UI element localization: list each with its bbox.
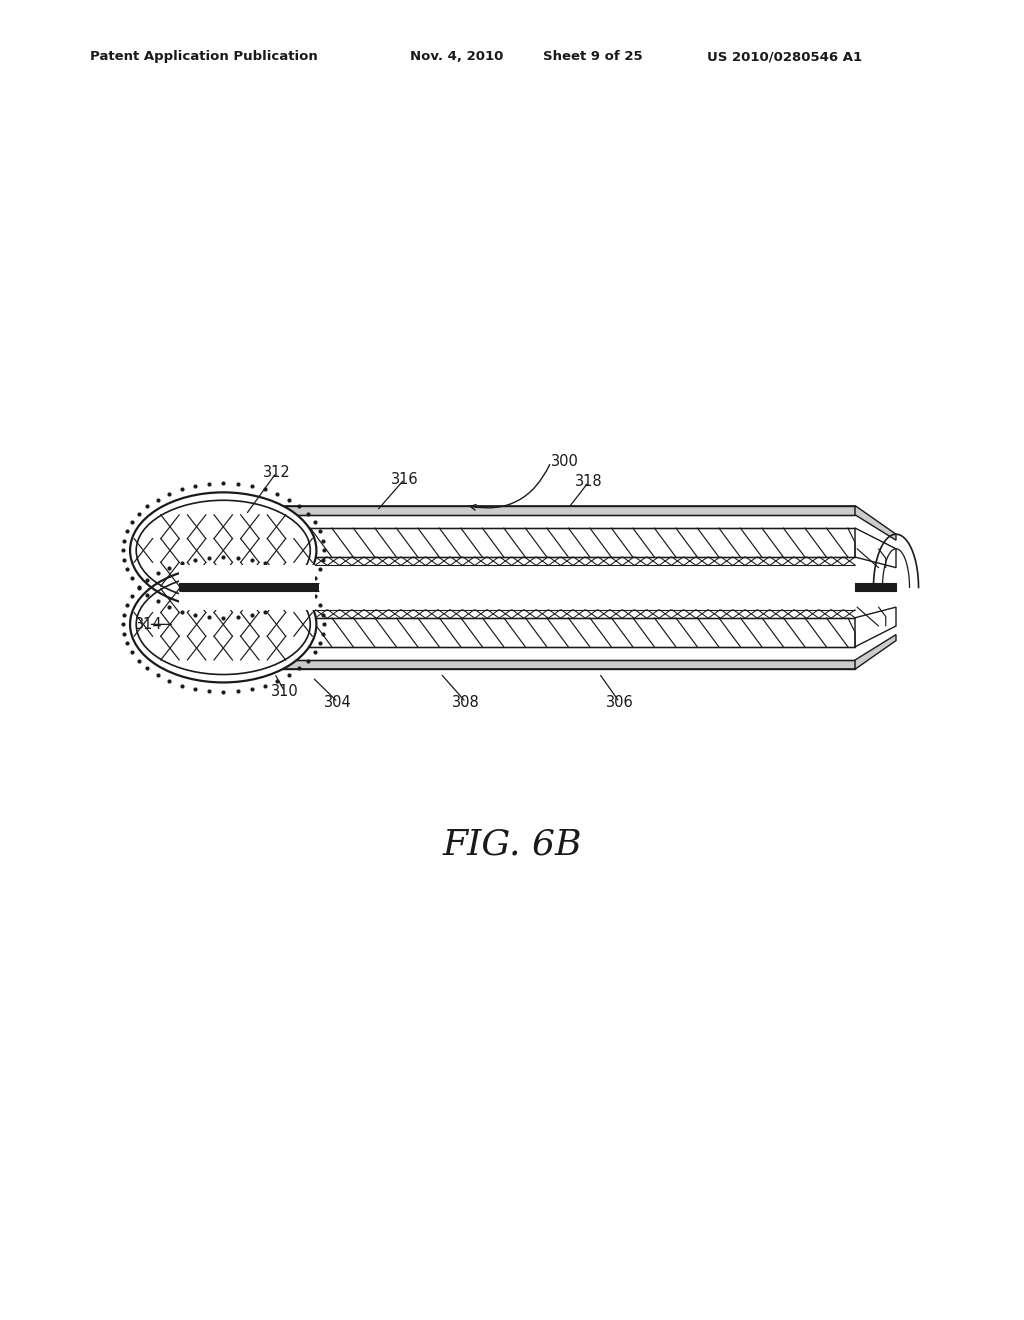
- Text: 304: 304: [324, 694, 352, 710]
- Polygon shape: [855, 583, 896, 591]
- Text: 300: 300: [551, 454, 579, 470]
- Text: 318: 318: [575, 474, 602, 490]
- Polygon shape: [855, 506, 896, 540]
- Text: Nov. 4, 2010: Nov. 4, 2010: [410, 50, 503, 63]
- Polygon shape: [855, 635, 896, 669]
- Polygon shape: [179, 528, 855, 557]
- Text: 308: 308: [452, 694, 480, 710]
- Polygon shape: [179, 591, 855, 610]
- Polygon shape: [855, 607, 896, 647]
- Polygon shape: [179, 660, 855, 669]
- Text: FIG. 6B: FIG. 6B: [442, 828, 582, 862]
- Polygon shape: [179, 591, 314, 610]
- Text: 316: 316: [391, 471, 418, 487]
- Polygon shape: [179, 565, 314, 583]
- Polygon shape: [179, 506, 855, 515]
- Text: 312: 312: [262, 465, 291, 480]
- Ellipse shape: [130, 492, 316, 609]
- Text: Sheet 9 of 25: Sheet 9 of 25: [543, 50, 642, 63]
- Text: 314: 314: [135, 616, 162, 632]
- Text: Patent Application Publication: Patent Application Publication: [90, 50, 317, 63]
- Ellipse shape: [130, 566, 316, 682]
- Text: 310: 310: [270, 684, 299, 700]
- Polygon shape: [179, 583, 319, 591]
- Polygon shape: [179, 565, 855, 610]
- Polygon shape: [179, 618, 855, 647]
- Polygon shape: [855, 528, 896, 568]
- Text: US 2010/0280546 A1: US 2010/0280546 A1: [707, 50, 861, 63]
- Text: 306: 306: [605, 694, 634, 710]
- Polygon shape: [179, 583, 855, 591]
- Polygon shape: [179, 565, 855, 583]
